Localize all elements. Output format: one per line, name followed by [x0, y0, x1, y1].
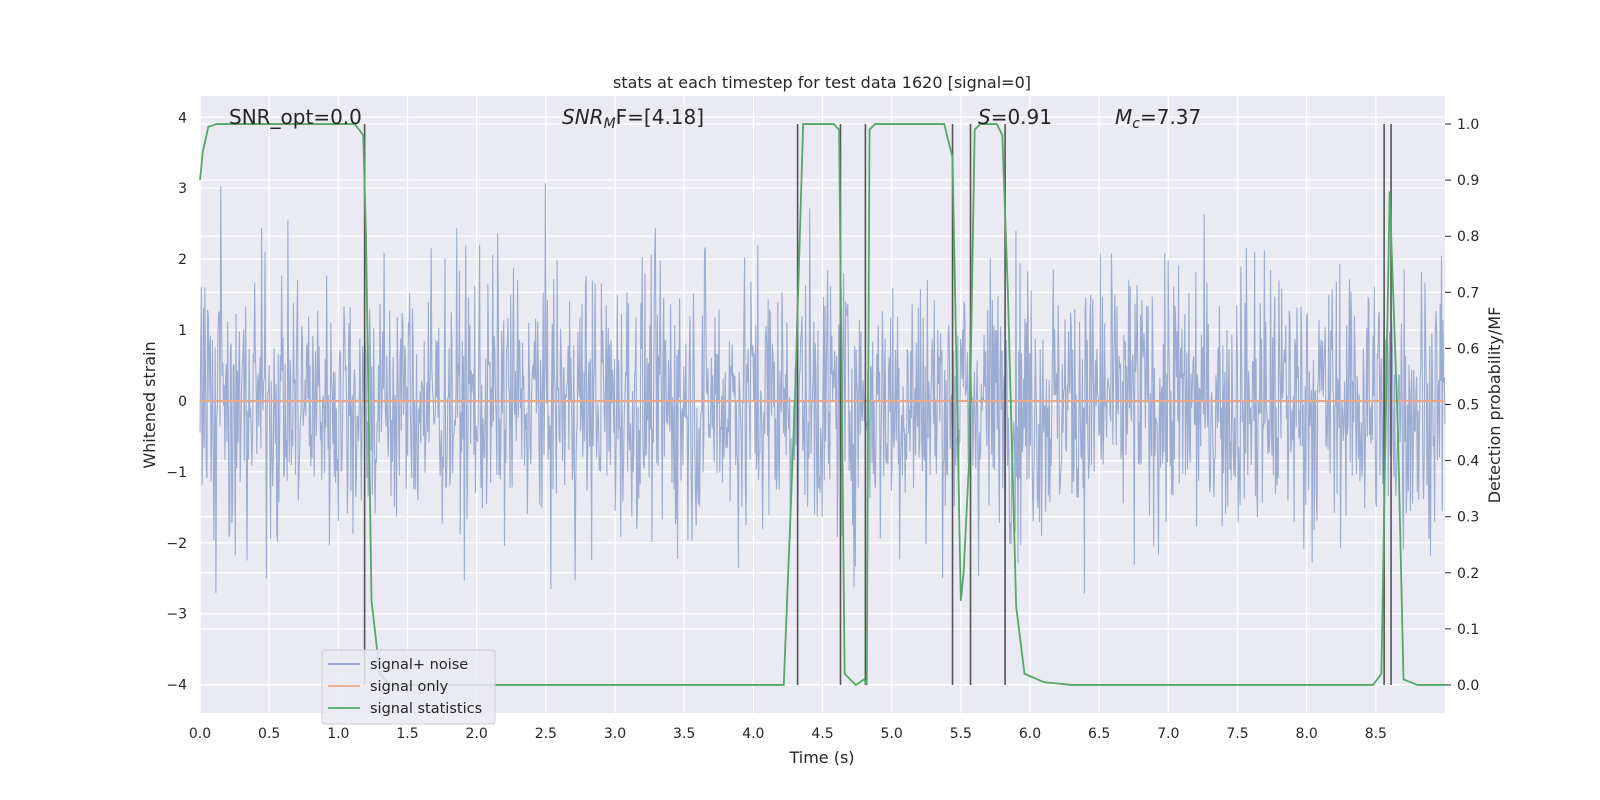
series-signal-statistics-line — [199, 123, 1445, 687]
x-axis-label: Time (s) — [788, 748, 854, 767]
annotation-snr-mf-base: SNR — [562, 105, 604, 129]
annotation-snr-mf-rest: F=[4.18] — [616, 105, 704, 129]
x-tick-label-11: 5.5 — [950, 726, 972, 742]
annotation-mc: Mc=7.37 — [1115, 105, 1201, 132]
x-tick-label-1: 0.5 — [258, 726, 280, 742]
signal-noise-series — [199, 183, 1446, 594]
legend-label-signal-only: signal only — [370, 679, 449, 695]
y-right-tick-label-8: 0.8 — [1457, 229, 1479, 245]
x-tick-label-15: 7.5 — [1226, 726, 1248, 742]
x-tick-label-13: 6.5 — [1088, 726, 1110, 742]
legend-box — [321, 649, 496, 725]
y-left-axis-ticks: −4 −3 −2 −1 0 1 2 3 4 — [166, 110, 187, 693]
annotation-snr-mf: SNRMF=[4.18] — [562, 105, 704, 132]
annotation-mc-sub: c — [1132, 116, 1140, 132]
y-right-tick-label-10: 1.0 — [1457, 117, 1479, 133]
x-tick-label-7: 3.5 — [673, 726, 695, 742]
x-axis-ticks: 0.0 0.5 1.0 1.5 2.0 2.5 3.0 3.5 4.0 4.5 5.0 5.5 6.0 6… — [189, 726, 1387, 742]
annotation-s: S=0.91 — [978, 105, 1052, 129]
annotation-snr-opt: SNR_opt=0.0 — [229, 105, 362, 129]
annotation-s-label: S — [978, 105, 991, 129]
x-tick-label-2: 1.0 — [327, 726, 349, 742]
y-right-tick-label-3: 0.3 — [1457, 510, 1479, 526]
x-tick-label-16: 8.0 — [1296, 726, 1318, 742]
annotation-mc-base: M — [1115, 105, 1132, 129]
y-left-tick-label-5: 1 — [178, 323, 187, 339]
x-tick-label-14: 7.0 — [1157, 726, 1179, 742]
y-right-tick-label-5: 0.5 — [1457, 398, 1479, 414]
chart-title: stats at each timestep for test data 162… — [613, 73, 1031, 92]
y-left-axis-label: Whitened strain — [140, 341, 159, 468]
annotation-mc-value: =7.37 — [1140, 105, 1201, 129]
y-left-tick-label-8: 4 — [178, 110, 187, 126]
legend-label-signal-noise: signal+ noise — [370, 657, 468, 673]
y-left-tick-label-3: −1 — [166, 465, 187, 481]
x-tick-label-4: 2.0 — [466, 726, 488, 742]
annotation-s-value: =0.91 — [991, 105, 1052, 129]
x-tick-label-12: 6.0 — [1019, 726, 1041, 742]
y-left-tick-label-0: −4 — [166, 678, 187, 694]
y-left-tick-label-7: 3 — [178, 181, 187, 197]
y-right-tick-label-9: 0.9 — [1457, 173, 1479, 189]
y-right-tick-label-7: 0.7 — [1457, 285, 1479, 301]
x-tick-label-17: 8.5 — [1365, 726, 1387, 742]
x-tick-label-8: 4.0 — [742, 726, 764, 742]
y-right-axis-ticks: 0.0 0.1 0.2 0.3 0.4 0.5 0.6 0.7 0.8 0.9 1.0 — [1445, 117, 1479, 694]
y-right-tick-label-6: 0.6 — [1457, 341, 1479, 357]
x-tick-label-5: 2.5 — [535, 726, 557, 742]
legend: signal+ noise signal only signal statist… — [321, 649, 496, 725]
y-right-tick-label-0: 0.0 — [1457, 678, 1479, 694]
legend-label-signal-statistics: signal statistics — [370, 701, 482, 717]
x-tick-label-0: 0.0 — [189, 726, 211, 742]
y-right-axis-label: Detection probability/MF — [1485, 307, 1504, 504]
x-tick-label-9: 4.5 — [811, 726, 833, 742]
y-left-tick-label-1: −3 — [166, 607, 187, 623]
series-signal-noise-line — [199, 183, 1446, 594]
annotation-snr-mf-sub: M — [604, 116, 616, 132]
y-right-tick-label-4: 0.4 — [1457, 454, 1479, 470]
x-tick-label-10: 5.0 — [881, 726, 903, 742]
y-left-tick-label-6: 2 — [178, 252, 187, 268]
y-left-tick-label-4: 0 — [178, 394, 187, 410]
x-tick-label-3: 1.5 — [396, 726, 418, 742]
y-right-tick-label-2: 0.2 — [1457, 566, 1479, 582]
y-left-tick-label-2: −2 — [166, 536, 187, 552]
signal-statistics-series — [199, 123, 1445, 687]
y-right-tick-label-1: 0.1 — [1457, 622, 1479, 638]
x-tick-label-6: 3.0 — [604, 726, 626, 742]
